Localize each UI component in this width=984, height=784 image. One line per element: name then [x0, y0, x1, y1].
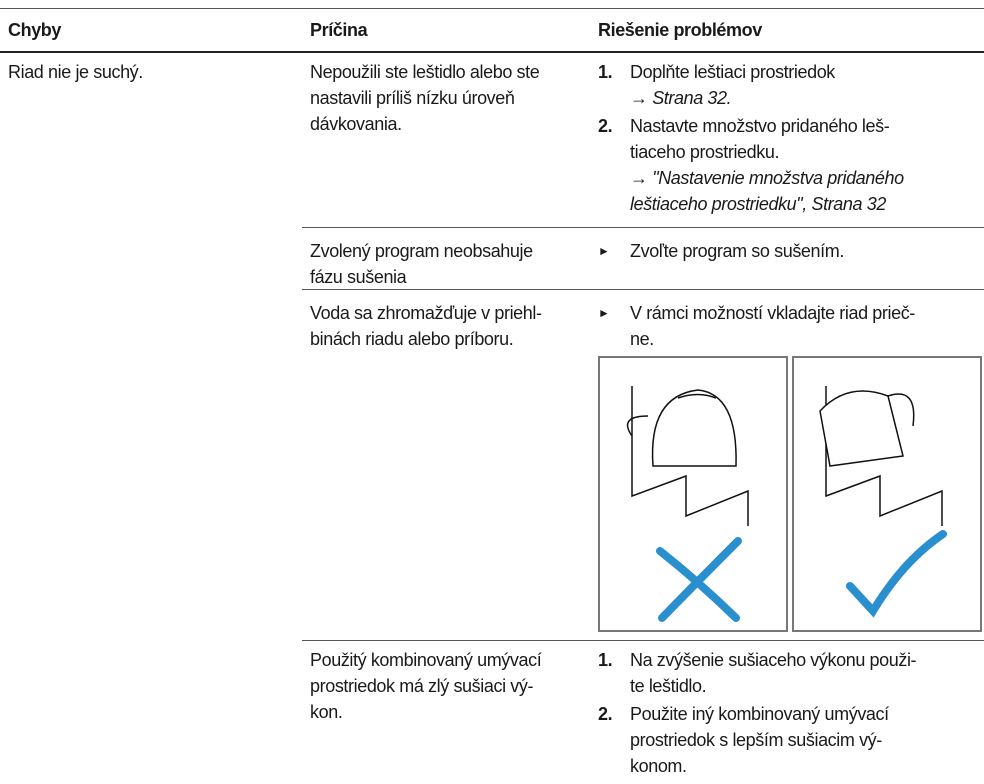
rule	[302, 289, 984, 290]
text: Riad nie je suchý.	[8, 62, 143, 82]
text: dávkovania.	[310, 114, 402, 134]
text: Chyby	[8, 20, 62, 40]
text: 2.	[598, 704, 613, 724]
text: tiaceho prostriedku.	[630, 142, 780, 162]
text: Nastavte množstvo pridaného leš-	[630, 116, 890, 136]
rule	[0, 51, 984, 53]
text: 1.	[598, 650, 613, 670]
text: Príčina	[310, 20, 368, 40]
text: fázu sušenia	[310, 267, 407, 287]
text: ►	[598, 244, 610, 258]
text: ne.	[630, 329, 654, 349]
text: binách riadu alebo príboru.	[310, 329, 514, 349]
text: Riešenie problémov	[598, 20, 762, 40]
text: → Strana 32.	[630, 88, 732, 108]
text: prostriedok má zlý sušiaci vý-	[310, 676, 534, 696]
text: kon.	[310, 702, 343, 722]
text: prostriedok s lepším sušiacim vý-	[630, 730, 882, 750]
text: leštiaceho prostriedku", Strana 32	[630, 194, 886, 214]
rule	[0, 8, 984, 9]
text: Voda sa zhromažďuje v priehl-	[310, 303, 542, 323]
text: → "Nastavenie množstva pridaného	[630, 168, 904, 188]
rule	[302, 227, 984, 228]
text: Zvolený program neobsahuje	[310, 241, 533, 261]
text: ►	[598, 306, 610, 320]
text: konom.	[630, 756, 687, 776]
rule	[302, 640, 984, 641]
text: Použitý kombinovaný umývací	[310, 650, 542, 670]
text: Nepoužili ste leštidlo alebo ste	[310, 62, 540, 82]
text: V rámci možností vkladajte riad prieč-	[630, 303, 915, 323]
text: Doplňte leštiaci prostriedok	[630, 62, 835, 82]
text: Použite iný kombinovaný umývací	[630, 704, 889, 724]
text: Zvoľte program so sušením.	[630, 241, 844, 261]
text: Na zvýšenie sušiaceho výkonu použi-	[630, 650, 917, 670]
text: te leštidlo.	[630, 676, 707, 696]
text: 1.	[598, 62, 613, 82]
text: 2.	[598, 116, 613, 136]
text: nastavili príliš nízku úroveň	[310, 88, 515, 108]
illustration	[598, 356, 982, 632]
